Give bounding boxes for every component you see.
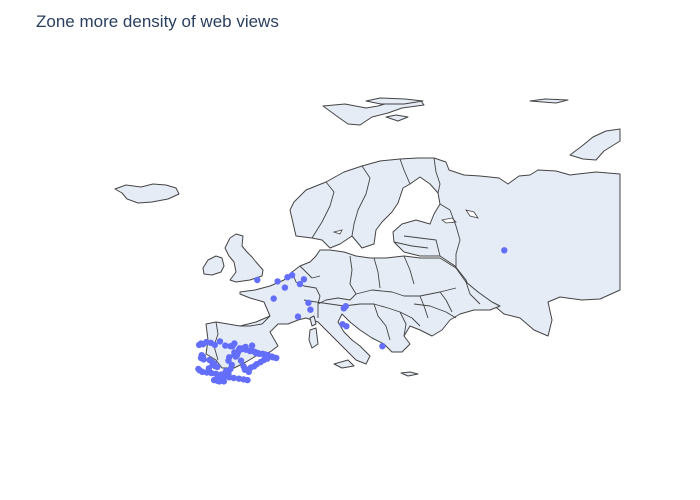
map-point[interactable]: [244, 376, 251, 384]
baltic-island: [441, 217, 457, 224]
map-point[interactable]: [233, 352, 241, 359]
sardinia: [308, 327, 319, 349]
map-point[interactable]: [294, 313, 302, 320]
map-point[interactable]: [274, 278, 281, 285]
scandinavia-russia-landmass: [289, 157, 621, 337]
map-point[interactable]: [195, 341, 203, 349]
map-point[interactable]: [230, 374, 237, 382]
svalbard-small-island: [385, 114, 409, 122]
map-point[interactable]: [220, 378, 228, 385]
svalbard-island: [365, 97, 424, 105]
franz-josef-land: [529, 98, 569, 104]
map-point[interactable]: [501, 247, 508, 254]
map-point[interactable]: [288, 272, 296, 279]
great-britain: [224, 233, 264, 283]
map-point[interactable]: [343, 323, 350, 330]
map-point[interactable]: [307, 306, 314, 313]
map-point[interactable]: [214, 363, 221, 371]
map-point[interactable]: [222, 342, 229, 349]
map-point[interactable]: [305, 299, 312, 306]
svalbard-landmass: [322, 100, 425, 126]
novaya-zemlya: [569, 128, 621, 161]
crete: [400, 371, 419, 377]
map-point[interactable]: [342, 303, 349, 310]
map-point[interactable]: [200, 356, 207, 363]
map-point[interactable]: [269, 354, 277, 361]
corsica: [309, 315, 317, 327]
map-point[interactable]: [229, 343, 236, 350]
map-point[interactable]: [216, 338, 224, 345]
map-point[interactable]: [281, 284, 289, 291]
sicily: [333, 359, 355, 369]
iceland-landmass: [114, 183, 180, 204]
map-point[interactable]: [379, 343, 386, 350]
map-point[interactable]: [226, 354, 233, 361]
map-point[interactable]: [248, 342, 256, 349]
map-point[interactable]: [245, 368, 252, 375]
marker-layer: [195, 247, 508, 385]
map-point[interactable]: [254, 276, 261, 284]
map-point[interactable]: [296, 280, 304, 288]
continental-europe-landmass: [205, 249, 501, 369]
map-point[interactable]: [300, 276, 308, 283]
map-point[interactable]: [270, 295, 277, 302]
map-point[interactable]: [237, 357, 245, 364]
ireland: [202, 255, 225, 276]
baltic-island-3: [332, 229, 343, 235]
map-point[interactable]: [216, 378, 223, 385]
map-point[interactable]: [211, 341, 218, 349]
chart-title: Zone more density of web views: [36, 12, 279, 31]
baltic-island-2: [465, 209, 479, 219]
country-borders: [213, 157, 481, 361]
land-layer: [114, 97, 621, 377]
